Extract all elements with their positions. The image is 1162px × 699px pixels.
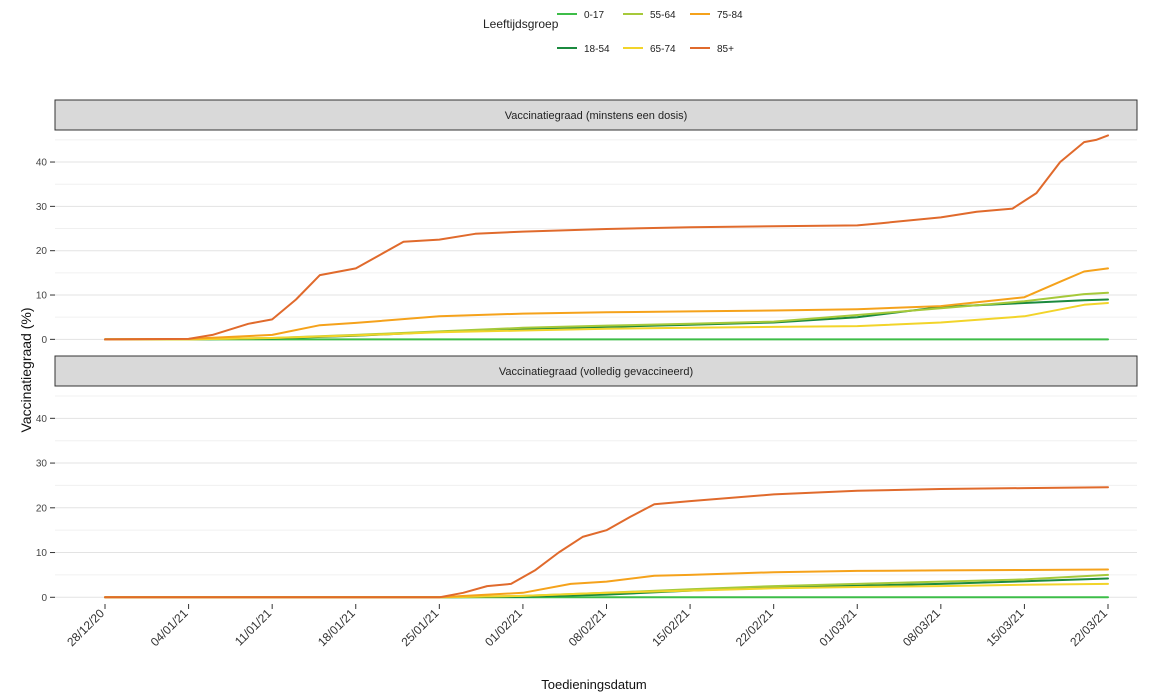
x-tick-label: 04/01/21 (148, 606, 191, 649)
panel-top-title: Vaccinatiegraad (minstens een dosis) (505, 110, 688, 122)
y-tick-label: 10 (36, 291, 48, 302)
legend-label-18-54: 18-54 (584, 44, 610, 55)
legend-label-85: 85+ (717, 44, 734, 55)
series-line-85 (104, 486, 1109, 599)
legend-label-0-17: 0-17 (584, 10, 604, 21)
x-tick-label: 22/02/21 (733, 606, 776, 649)
x-tick-label: 22/03/21 (1067, 606, 1110, 649)
y-tick-label: 20 (36, 503, 48, 514)
panel-top-strip (54, 99, 1138, 131)
x-tick-label: 15/02/21 (649, 606, 692, 649)
y-tick-label: 40 (36, 414, 48, 425)
x-tick-label: 01/02/21 (482, 606, 525, 649)
x-tick-label: 01/03/21 (816, 606, 859, 649)
x-tick-label: 18/01/21 (315, 606, 358, 649)
x-axis: 28/12/20 04/01/21 11/01/21 18/01/21 25/01/21… (64, 604, 1110, 649)
panel-top: Vaccinatiegraad (minstens een dosis) 0 10… (36, 99, 1138, 346)
x-axis-title: Toedieningsdatum (541, 677, 647, 692)
x-tick-label: 25/01/21 (399, 606, 442, 649)
series-line-18-54 (104, 298, 1109, 341)
y-tick-label: 10 (36, 548, 48, 559)
y-tick-label: 30 (36, 202, 48, 213)
y-axis-title: Vaccinatiegraad (%) (18, 307, 34, 432)
series-line-65-74 (104, 302, 1109, 341)
series-line-65-74 (104, 582, 1109, 599)
y-tick-label: 0 (41, 335, 47, 346)
panel-bottom-strip (54, 355, 1138, 387)
series-line-75-84 (104, 568, 1109, 599)
x-tick-label: 11/01/21 (232, 606, 275, 649)
series-line-75-84 (104, 267, 1109, 341)
x-tick-label: 08/03/21 (900, 606, 943, 649)
legend-label-75-84: 75-84 (717, 10, 743, 21)
panel-bottom: Vaccinatiegraad (volledig gevaccineerd) … (36, 355, 1138, 604)
series-line-85 (104, 134, 1109, 341)
series-line-55-64 (104, 291, 1109, 341)
legend-title: Leeftijdsgroep (483, 17, 559, 31)
legend: Leeftijdsgroep 0-17 55-64 75-84 18-54 65-74 8… (483, 10, 743, 55)
y-tick-label: 20 (36, 246, 48, 257)
legend-label-65-74: 65-74 (650, 44, 676, 55)
y-tick-label: 30 (36, 459, 48, 470)
x-tick-label: 28/12/20 (64, 606, 107, 649)
legend-label-55-64: 55-64 (650, 10, 676, 21)
y-tick-label: 40 (36, 158, 48, 169)
x-tick-label: 08/02/21 (566, 606, 609, 649)
y-tick-label: 0 (41, 593, 47, 604)
x-tick-label: 15/03/21 (984, 606, 1027, 649)
panel-bottom-title: Vaccinatiegraad (volledig gevaccineerd) (499, 366, 693, 378)
